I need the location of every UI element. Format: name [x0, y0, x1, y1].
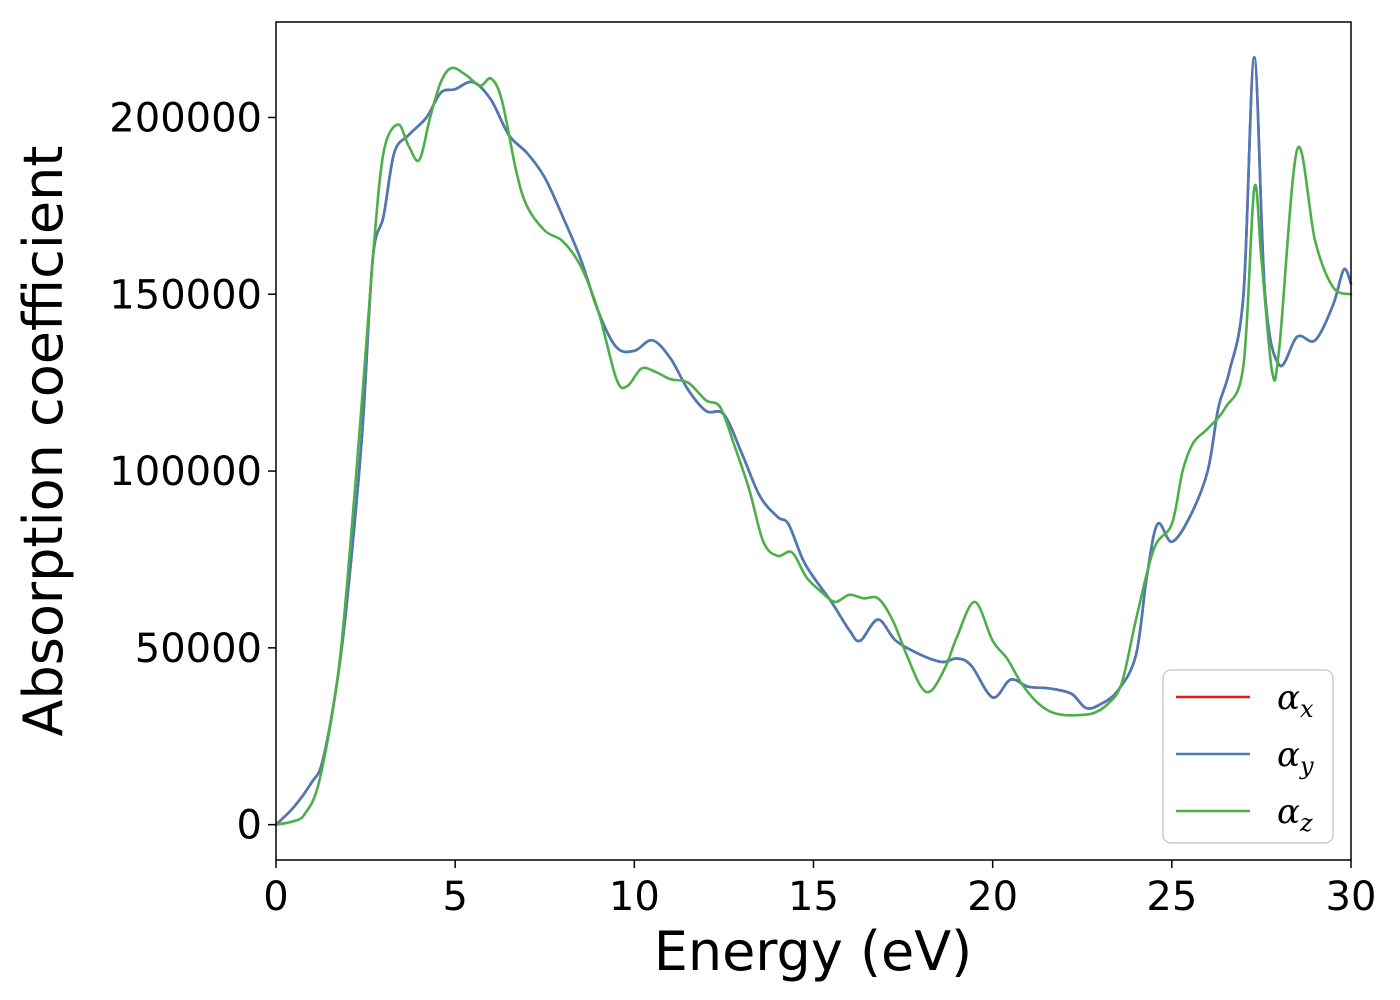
x-tick-label: 10: [609, 874, 660, 920]
x-tick-label: 5: [442, 874, 467, 920]
x-tick-label: 30: [1326, 874, 1377, 920]
y-tick-label: 100000: [109, 449, 262, 495]
series-line-z: [274, 66, 1353, 826]
plot-lines: [274, 56, 1353, 826]
y-tick-label: 50000: [135, 626, 262, 672]
y-tick-label: 0: [237, 803, 262, 849]
series-line-y: [274, 56, 1353, 826]
x-tick-label: 0: [263, 874, 288, 920]
legend-box: [1162, 669, 1334, 844]
y-axis-ticks: 0 50000 100000 150000 200000: [109, 95, 276, 849]
y-tick-label: 200000: [109, 95, 262, 141]
y-tick-label: 150000: [109, 272, 262, 318]
legend-label-y: αy: [1277, 735, 1314, 780]
x-tick-label: 25: [1146, 874, 1197, 920]
y-axis-title: Absorption coefficient: [12, 146, 75, 737]
x-tick-label: 15: [788, 874, 839, 920]
x-tick-label: 20: [967, 874, 1018, 920]
legend-label-x: αx: [1277, 678, 1314, 723]
x-axis-title: Energy (eV): [654, 920, 973, 983]
x-axis-ticks: 0 5 10 15 20 25 30: [263, 860, 1376, 920]
legend-label-z: αz: [1277, 792, 1313, 837]
legend: αx αy αz: [1162, 669, 1334, 844]
